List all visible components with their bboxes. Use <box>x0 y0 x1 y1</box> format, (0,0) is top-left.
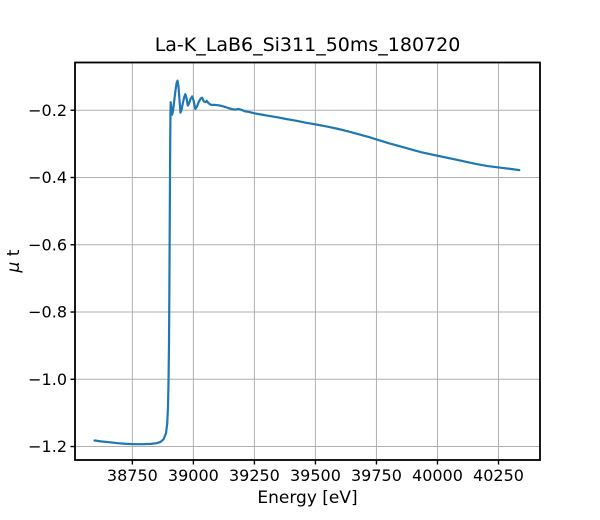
x-tick-label: 40250 <box>473 466 524 485</box>
x-axis-label: Energy [eV] <box>257 488 358 508</box>
y-tick-label: −0.2 <box>28 101 67 120</box>
axes-border <box>74 61 541 461</box>
spectrum-line <box>93 79 521 446</box>
y-tick-label: −1.0 <box>28 370 67 389</box>
x-tick-label: 39250 <box>229 466 280 485</box>
y-tick-label: −1.2 <box>28 437 67 456</box>
x-tick-label: 39500 <box>290 466 341 485</box>
x-tick-label: 39750 <box>351 466 402 485</box>
y-tick-label: −0.4 <box>28 168 67 187</box>
y-tick-label: −0.6 <box>28 235 67 254</box>
y-axis-label: μ t <box>4 250 24 273</box>
x-tick-label: 39000 <box>168 466 219 485</box>
x-tick-label: 38750 <box>107 466 158 485</box>
y-axis-label-text: t <box>4 249 24 262</box>
y-axis-label-symbol: μ <box>4 261 24 273</box>
x-tick-label: 40000 <box>412 466 463 485</box>
chart-title: La-K_LaB6_Si311_50ms_180720 <box>154 34 461 56</box>
y-tick-label: −0.8 <box>28 303 67 322</box>
